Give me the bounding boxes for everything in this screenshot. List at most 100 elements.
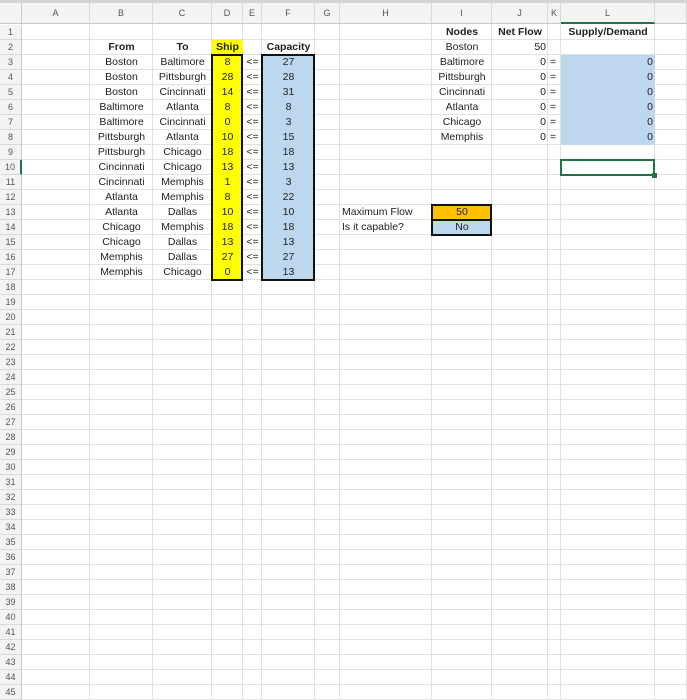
supply-demand-value[interactable]: 0: [561, 85, 655, 100]
row-header-42[interactable]: 42: [0, 640, 22, 655]
capacity-value[interactable]: 27: [262, 55, 315, 70]
supply-demand-value[interactable]: 0: [561, 70, 655, 85]
row-header-28[interactable]: 28: [0, 430, 22, 445]
row-header-21[interactable]: 21: [0, 325, 22, 340]
column-header-C[interactable]: C: [153, 3, 212, 24]
ship-value[interactable]: 10: [212, 130, 243, 145]
capacity-value[interactable]: 10: [262, 205, 315, 220]
row-header-36[interactable]: 36: [0, 550, 22, 565]
ship-value[interactable]: 18: [212, 220, 243, 235]
capacity-value[interactable]: 27: [262, 250, 315, 265]
row-header-43[interactable]: 43: [0, 655, 22, 670]
ship-value[interactable]: 27: [212, 250, 243, 265]
row-header-17[interactable]: 17: [0, 265, 22, 280]
row-header-30[interactable]: 30: [0, 460, 22, 475]
row-header-24[interactable]: 24: [0, 370, 22, 385]
ship-value[interactable]: 8: [212, 100, 243, 115]
row-header-12[interactable]: 12: [0, 190, 22, 205]
capacity-value[interactable]: 28: [262, 70, 315, 85]
row-header-37[interactable]: 37: [0, 565, 22, 580]
row-header-4[interactable]: 4: [0, 70, 22, 85]
row-header-26[interactable]: 26: [0, 400, 22, 415]
column-header-F[interactable]: F: [262, 3, 315, 24]
row-header-11[interactable]: 11: [0, 175, 22, 190]
row-header-1[interactable]: 1: [0, 25, 22, 40]
column-header-E[interactable]: E: [243, 3, 262, 24]
capacity-value[interactable]: 13: [262, 265, 315, 280]
ship-value[interactable]: 28: [212, 70, 243, 85]
row-header-40[interactable]: 40: [0, 610, 22, 625]
capacity-value[interactable]: 18: [262, 145, 315, 160]
column-header-K[interactable]: K: [548, 3, 561, 24]
row-header-16[interactable]: 16: [0, 250, 22, 265]
row-header-32[interactable]: 32: [0, 490, 22, 505]
row-header-31[interactable]: 31: [0, 475, 22, 490]
row-header-34[interactable]: 34: [0, 520, 22, 535]
row-header-38[interactable]: 38: [0, 580, 22, 595]
selected-cell-L10[interactable]: [560, 159, 657, 178]
supply-demand-value[interactable]: 0: [561, 100, 655, 115]
capacity-value[interactable]: 31: [262, 85, 315, 100]
row-header-3[interactable]: 3: [0, 55, 22, 70]
row-header-29[interactable]: 29: [0, 445, 22, 460]
ship-value[interactable]: 0: [212, 115, 243, 130]
row-header-39[interactable]: 39: [0, 595, 22, 610]
supply-demand-value[interactable]: 0: [561, 55, 655, 70]
column-header-A[interactable]: A: [22, 3, 90, 24]
row-header-14[interactable]: 14: [0, 220, 22, 235]
row-header-35[interactable]: 35: [0, 535, 22, 550]
supply-demand-value[interactable]: 0: [561, 115, 655, 130]
column-header-M[interactable]: [655, 3, 687, 24]
ship-value[interactable]: 8: [212, 190, 243, 205]
row-header-15[interactable]: 15: [0, 235, 22, 250]
capacity-value[interactable]: 3: [262, 115, 315, 130]
column-header-G[interactable]: G: [315, 3, 340, 24]
column-header-D[interactable]: D: [212, 3, 243, 24]
row-header-44[interactable]: 44: [0, 670, 22, 685]
capacity-value[interactable]: 15: [262, 130, 315, 145]
row-header-9[interactable]: 9: [0, 145, 22, 160]
column-header-L[interactable]: L: [561, 3, 655, 24]
row-header-25[interactable]: 25: [0, 385, 22, 400]
column-header-H[interactable]: H: [340, 3, 432, 24]
column-header-I[interactable]: I: [432, 3, 492, 24]
row-header-5[interactable]: 5: [0, 85, 22, 100]
ship-value[interactable]: 0: [212, 265, 243, 280]
column-header-J[interactable]: J: [492, 3, 548, 24]
row-header-7[interactable]: 7: [0, 115, 22, 130]
row-header-41[interactable]: 41: [0, 625, 22, 640]
ship-value[interactable]: 10: [212, 205, 243, 220]
ship-value[interactable]: 14: [212, 85, 243, 100]
supply-demand-value[interactable]: [561, 40, 655, 55]
capacity-value[interactable]: 3: [262, 175, 315, 190]
gridline: [22, 204, 687, 205]
row-header-18[interactable]: 18: [0, 280, 22, 295]
row-header-27[interactable]: 27: [0, 415, 22, 430]
capacity-value[interactable]: 22: [262, 190, 315, 205]
capacity-value[interactable]: 18: [262, 220, 315, 235]
capacity-value[interactable]: 8: [262, 100, 315, 115]
row-header-45[interactable]: 45: [0, 685, 22, 700]
row-header-13[interactable]: 13: [0, 205, 22, 220]
select-all-corner[interactable]: [0, 3, 22, 24]
ship-value[interactable]: 13: [212, 160, 243, 175]
capacity-value[interactable]: 13: [262, 235, 315, 250]
ship-value[interactable]: 13: [212, 235, 243, 250]
ship-value[interactable]: 18: [212, 145, 243, 160]
row-header-20[interactable]: 20: [0, 310, 22, 325]
row-header-19[interactable]: 19: [0, 295, 22, 310]
supply-demand-value[interactable]: 0: [561, 130, 655, 145]
ship-value[interactable]: 1: [212, 175, 243, 190]
row-header-8[interactable]: 8: [0, 130, 22, 145]
row-header-2[interactable]: 2: [0, 40, 22, 55]
capacity-value[interactable]: 13: [262, 160, 315, 175]
ship-value[interactable]: 8: [212, 55, 243, 70]
row-header-23[interactable]: 23: [0, 355, 22, 370]
row-header-22[interactable]: 22: [0, 340, 22, 355]
row-header-6[interactable]: 6: [0, 100, 22, 115]
row-header-33[interactable]: 33: [0, 505, 22, 520]
row-header-10[interactable]: 10: [0, 160, 22, 175]
node-name: Boston: [445, 41, 479, 53]
column-header-B[interactable]: B: [90, 3, 153, 24]
